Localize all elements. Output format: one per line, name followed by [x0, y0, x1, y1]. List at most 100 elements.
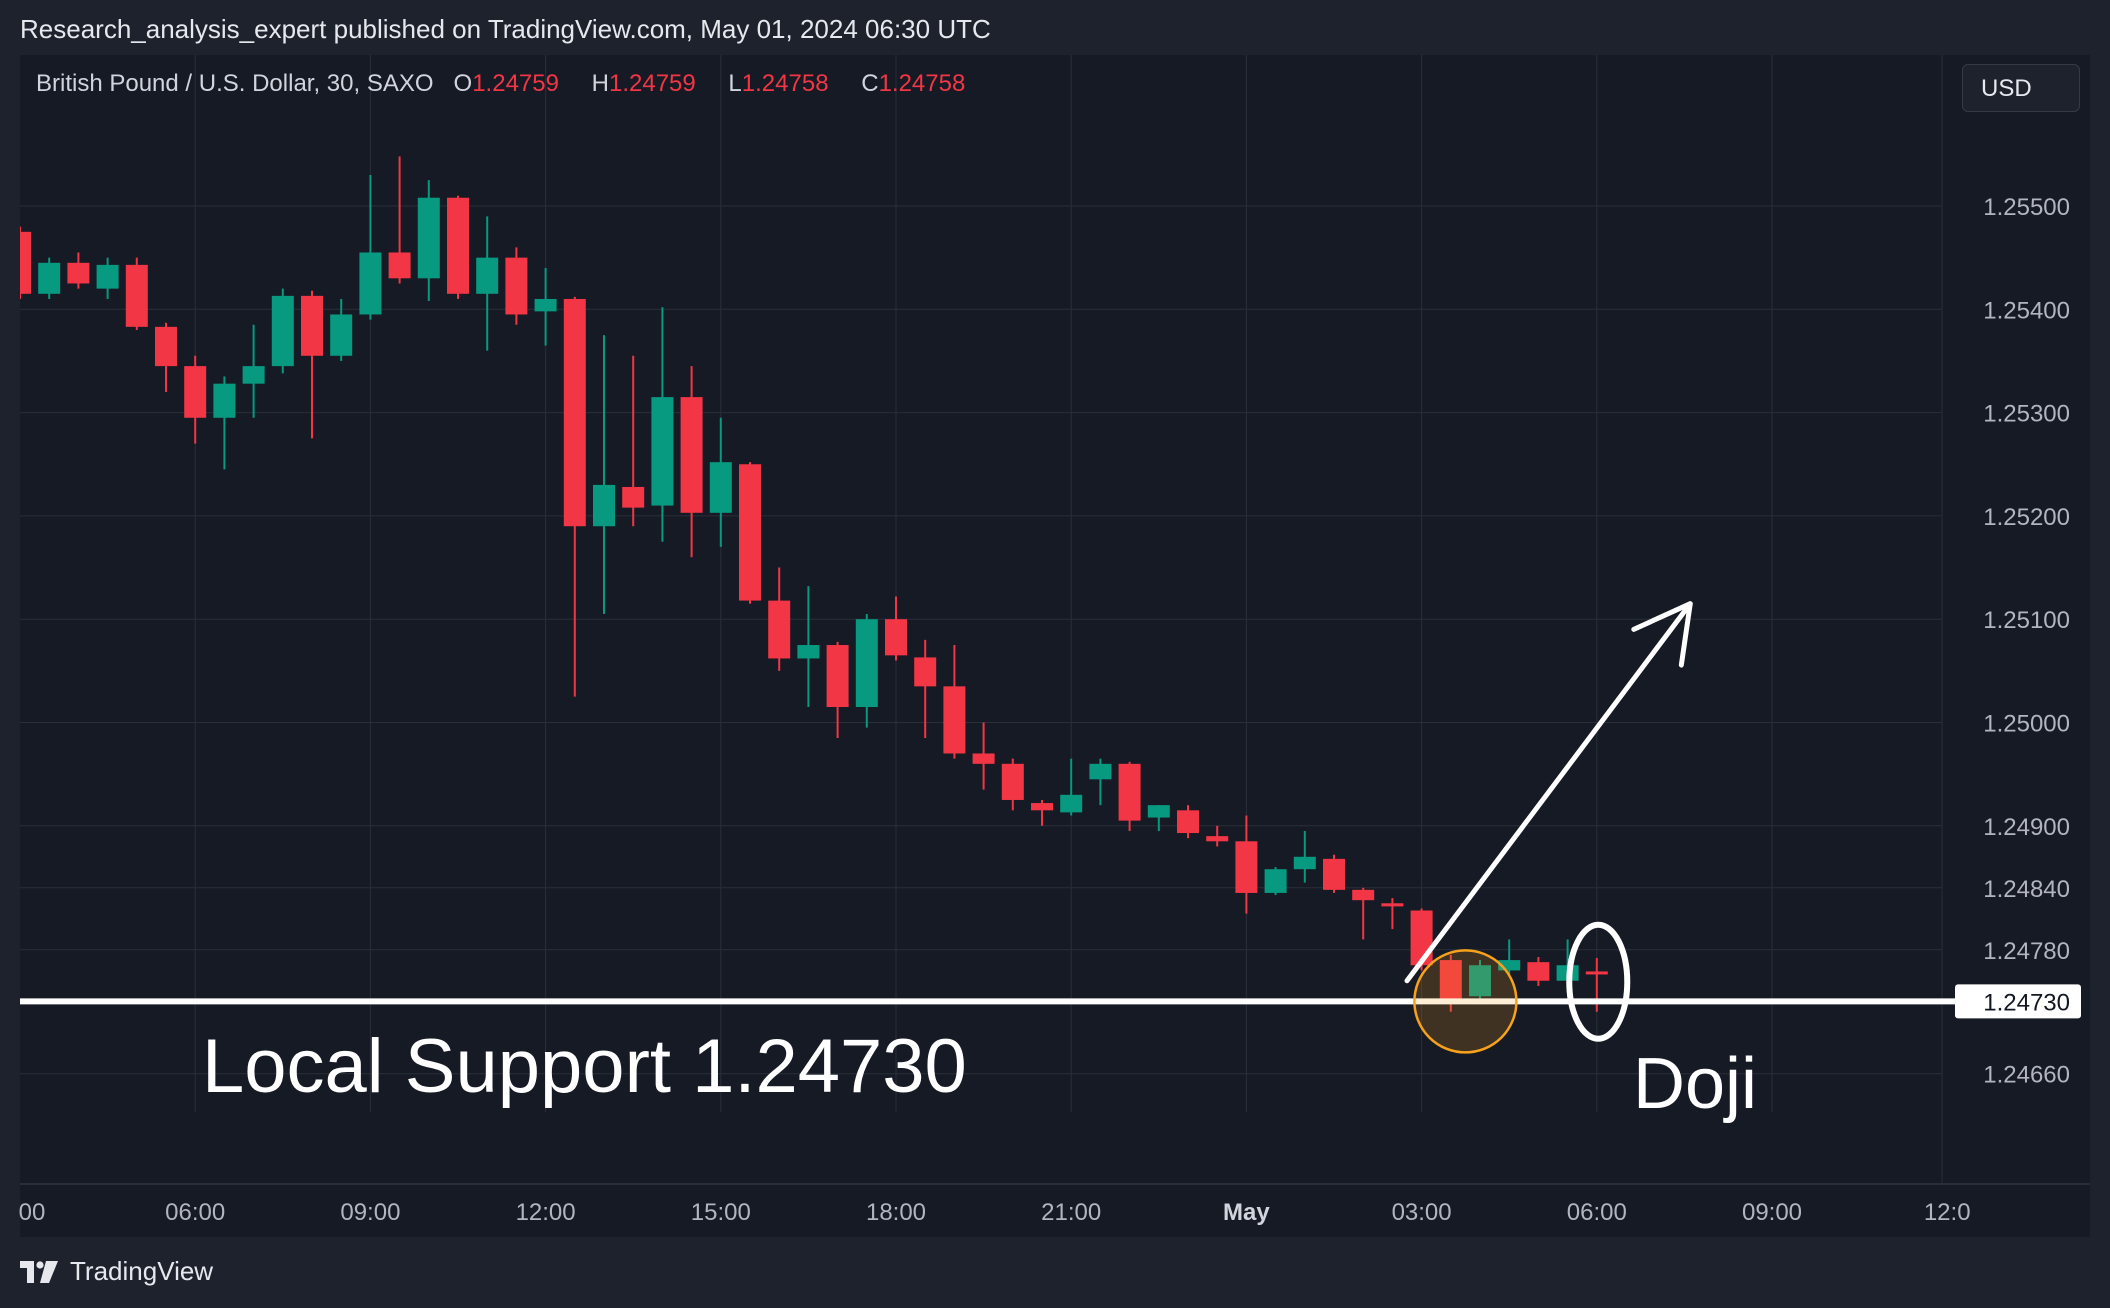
candle-body	[330, 314, 353, 356]
candle	[1235, 815, 1258, 914]
candle	[388, 156, 411, 284]
candle	[1118, 761, 1141, 831]
candle-body	[1352, 889, 1375, 901]
time-tick-label: 06:00	[1567, 1199, 1627, 1226]
candle	[1060, 758, 1083, 816]
open-value: 1.24759	[472, 70, 559, 97]
candle	[709, 417, 732, 547]
candle	[1352, 887, 1375, 940]
doji-annotation-text[interactable]: Doji	[1633, 1044, 1757, 1124]
candle-body	[1527, 962, 1550, 981]
candle-body	[476, 257, 499, 294]
candles	[20, 156, 1608, 1012]
candle	[1498, 939, 1521, 976]
candle-body	[709, 462, 732, 513]
candle-body	[1410, 910, 1433, 966]
projection-arrow-line[interactable]	[1404, 601, 1693, 984]
candle-body	[271, 295, 294, 367]
candle	[1206, 825, 1229, 847]
candle	[855, 614, 878, 728]
candle	[622, 355, 645, 527]
symbol-legend: British Pound / U.S. Dollar, 30, SAXO O1…	[36, 70, 991, 98]
time-tick-label: 12:0	[1924, 1199, 1971, 1226]
candle-body	[826, 645, 849, 708]
price-tick-label: 1.24780	[1983, 938, 2070, 965]
candle-body	[797, 645, 820, 659]
low-value: 1.24758	[741, 70, 829, 97]
candle-body	[680, 397, 703, 513]
candle	[1469, 960, 1491, 1005]
candle	[739, 462, 761, 604]
candle-body	[1089, 763, 1112, 780]
price-tick-label: 1.25300	[1983, 401, 2070, 428]
price-tick-label: 1.24900	[1983, 814, 2070, 841]
candle-body	[534, 298, 557, 312]
bounce-highlight-circle[interactable]	[1413, 949, 1518, 1054]
candle	[184, 355, 207, 444]
candle-body	[739, 464, 761, 601]
candle	[797, 586, 820, 708]
candle	[651, 307, 674, 542]
candle	[1381, 898, 1404, 930]
candle-body	[914, 657, 937, 687]
support-annotation-text[interactable]: Local Support 1.24730	[202, 1024, 967, 1109]
candle-body	[242, 366, 265, 384]
candle	[1147, 805, 1170, 831]
candle-body	[38, 262, 61, 294]
time-axis-background	[20, 1185, 2090, 1237]
candle	[1001, 758, 1024, 811]
candle-body	[1498, 960, 1521, 971]
candle	[213, 376, 236, 470]
candle-body	[417, 197, 440, 279]
candle	[155, 322, 177, 392]
price-tick-label: 1.24660	[1983, 1062, 2070, 1089]
candle	[125, 257, 148, 330]
price-tick-label: 1.25100	[1983, 607, 2070, 634]
candle	[38, 257, 61, 299]
candle	[330, 298, 353, 361]
projection-arrow-head-icon	[1631, 601, 1693, 668]
candle-body	[125, 264, 148, 327]
time-tick-label: 12:00	[516, 1199, 576, 1226]
candle	[1264, 867, 1287, 896]
candle-body	[1031, 803, 1053, 811]
candle-body	[1381, 903, 1404, 907]
candle	[768, 567, 791, 671]
support-price-tag	[1955, 984, 2081, 1019]
grid	[20, 55, 1942, 1112]
currency-button[interactable]: USD	[1962, 64, 2080, 112]
candle-body	[885, 619, 907, 656]
candle	[359, 175, 382, 320]
candle-body	[67, 262, 90, 284]
price-tick-label: 1.24840	[1983, 876, 2070, 903]
close-value: 1.24758	[878, 70, 966, 97]
tradingview-logo-icon	[20, 1260, 58, 1283]
price-axis: 1.25500 1.25400 1.25300 1.25200 1.25100 1.250…	[1983, 194, 2070, 1089]
high-label: H	[591, 70, 609, 97]
candle	[972, 722, 995, 790]
symbol-name[interactable]: British Pound / U.S. Dollar, 30, SAXO	[36, 70, 434, 97]
high-value: 1.24759	[608, 70, 696, 97]
candle	[680, 366, 703, 558]
time-tick-label: 06:00	[165, 1199, 225, 1226]
candle-body	[96, 264, 119, 289]
price-tick-label: 1.25200	[1983, 504, 2070, 531]
candle	[417, 180, 440, 302]
candle-body	[563, 298, 586, 527]
time-tick-label: 09:00	[1742, 1199, 1802, 1226]
time-tick-label: 15:00	[691, 1199, 751, 1226]
candle	[301, 290, 323, 439]
doji-ellipse[interactable]	[1566, 921, 1631, 1042]
candle	[534, 267, 557, 346]
candle	[96, 257, 119, 299]
candle	[943, 645, 966, 759]
candle-body	[1585, 971, 1608, 975]
candle	[1527, 956, 1550, 986]
tradingview-brand[interactable]: TradingView	[20, 1256, 213, 1287]
candle	[476, 216, 499, 351]
candle	[20, 226, 31, 299]
candle-body	[1118, 763, 1141, 821]
candle	[914, 639, 937, 738]
